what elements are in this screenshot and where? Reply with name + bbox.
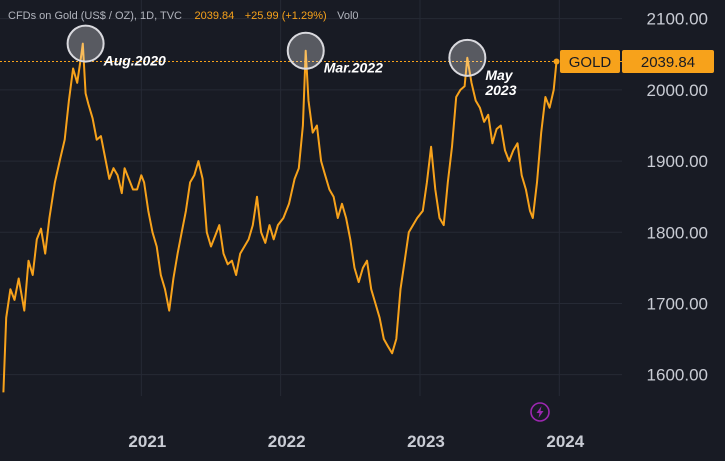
y-tick-label: 1900.00 [647,152,708,171]
header-symbol: CFDs on Gold (US$ / OZ), 1D, TVC [8,10,182,22]
peak-highlight-circle [448,38,487,77]
peak-highlight-circle [286,31,325,70]
header-volume: Vol0 [337,10,358,22]
header-change: +25.99 (+1.29%) [245,10,327,22]
x-tick-label: 2024 [546,432,584,451]
price-tag-symbol: GOLD [569,54,612,71]
x-tick-label: 2023 [407,432,445,451]
peak-annotation-label: Aug.2020 [103,53,166,69]
price-tag-symbol-box [560,50,620,73]
header-line: CFDs on Gold (US$ / OZ), 1D, TVC 2039.84… [8,6,359,23]
price-tag-value: 2039.84 [641,54,695,71]
header-price: 2039.84 [194,10,234,22]
x-axis: 2021 2022 2023 2024 [128,432,584,451]
chart-header: CFDs on Gold (US$ / OZ), 1D, TVC 2039.84… [8,6,359,23]
peak-highlight-circle [66,24,105,63]
peak-annotation-label: 2023 [484,82,516,98]
y-tick-label: 2000.00 [647,81,708,100]
y-tick-label: 1800.00 [647,223,708,242]
y-axis: 1600.00 1700.00 1800.00 1900.00 2000.00 2100.… [647,10,708,385]
last-price-dot [553,58,560,65]
peak-annotation-label: May [485,67,513,83]
y-tick-label: 2100.00 [647,10,708,29]
y-tick-label: 1700.00 [647,294,708,313]
x-tick-label: 2022 [268,432,306,451]
grid-lines [0,0,622,396]
peak-annotation-label: Mar.2022 [324,60,383,76]
y-tick-label: 1600.00 [647,366,708,385]
price-tag-value-box [622,50,714,73]
price-tag[interactable]: GOLD 2039.84 [560,50,714,73]
x-tick-label: 2021 [128,432,166,451]
lightning-logo-icon[interactable] [530,402,550,422]
gold-price-line [2,42,558,393]
